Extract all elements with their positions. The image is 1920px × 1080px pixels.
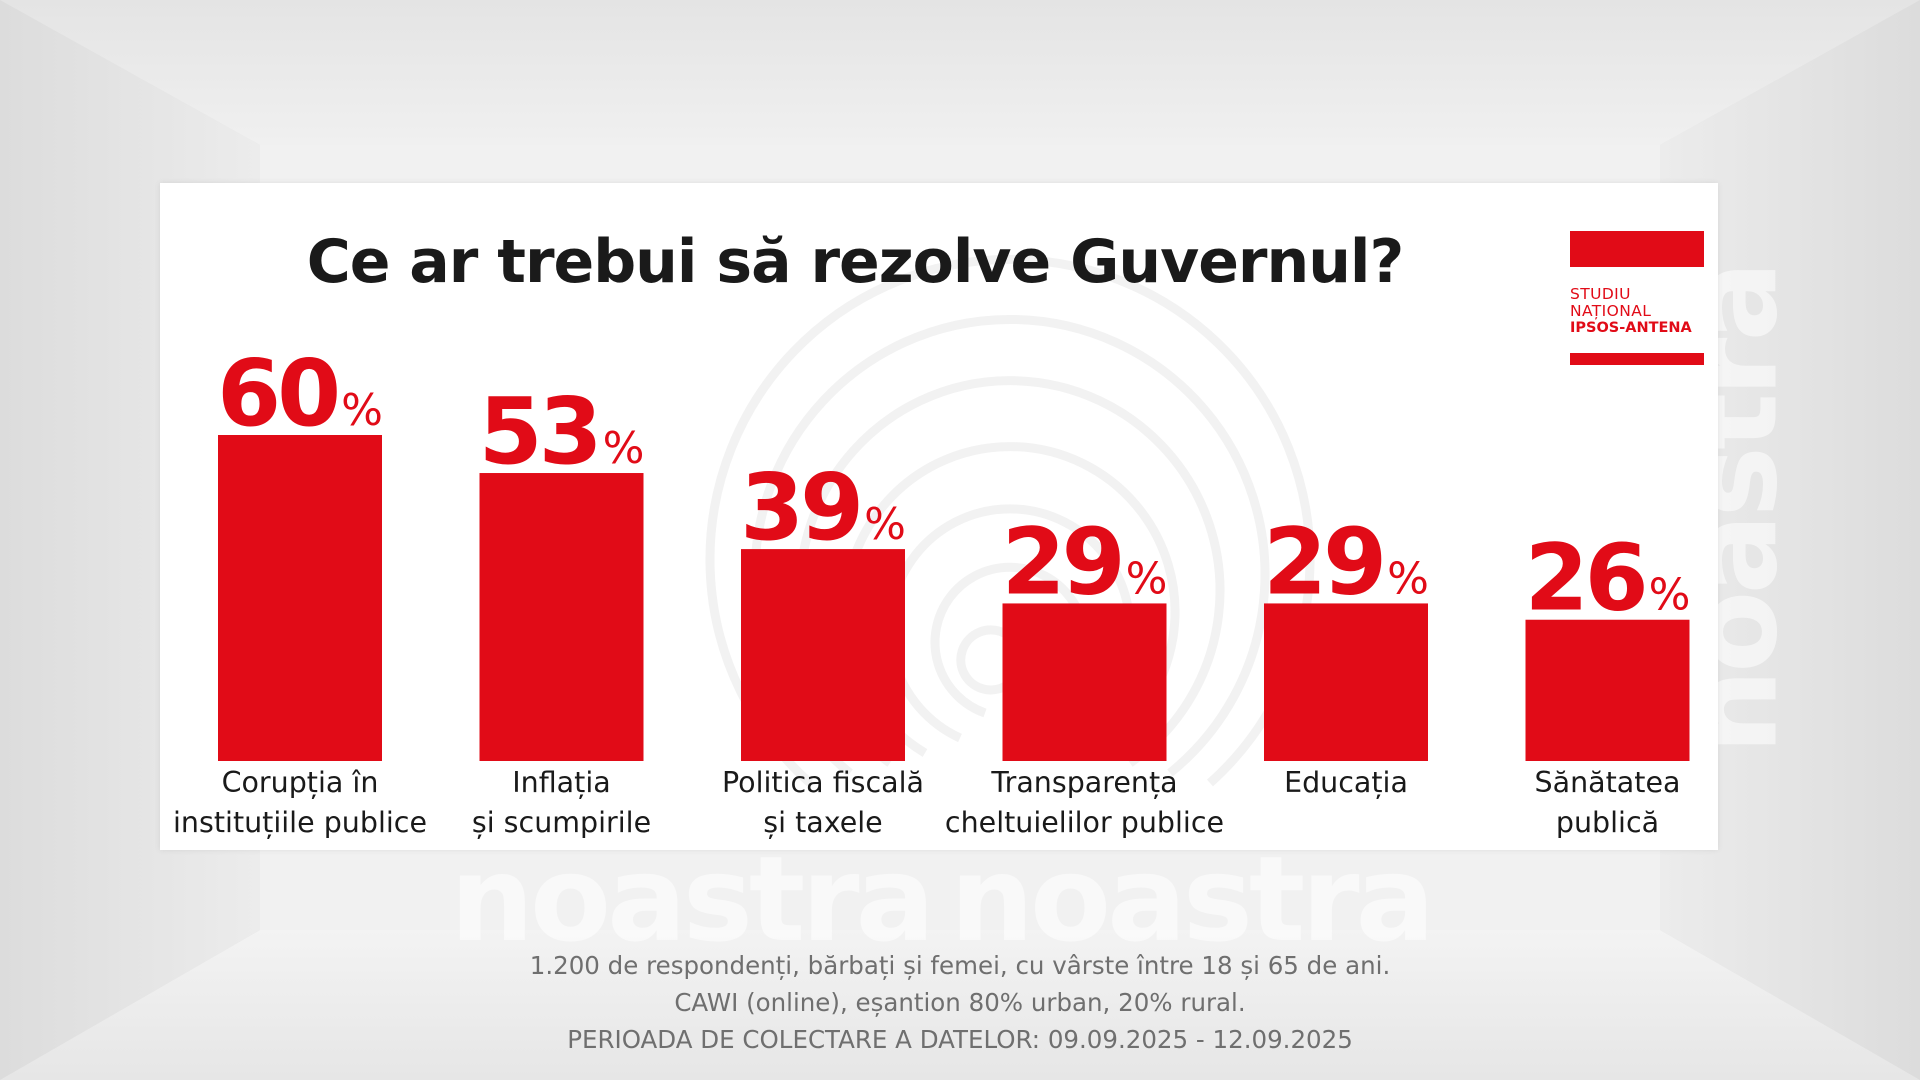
logo-top-bar [1570, 231, 1704, 267]
note-line-2: CAWI (online), eșantion 80% urban, 20% r… [674, 988, 1246, 1017]
logo-line-2: NAȚIONAL [1570, 302, 1652, 320]
logo-line-3: IPSOS-ANTENA [1570, 320, 1692, 336]
note-line-3: PERIOADA DE COLECTARE A DATELOR: 09.09.2… [567, 1025, 1353, 1054]
bar-5 [1525, 619, 1690, 761]
value-number-5: 26 [1525, 525, 1645, 632]
value-number-1: 53 [479, 378, 599, 485]
watermark-bottom-2: noastra [950, 830, 1435, 968]
category-label-3: Transparența cheltuielilor publice [944, 766, 1225, 839]
value-label-4: 29% [1263, 508, 1429, 615]
note-line-1: 1.200 de respondenți, bărbați și femei, … [529, 951, 1391, 980]
bar-4 [1264, 603, 1428, 761]
bar-1 [479, 473, 644, 761]
category-label-1: Inflația și scumpirile [471, 766, 652, 839]
category-label-4: Educația [1284, 766, 1408, 799]
value-label-2: 39% [740, 454, 906, 561]
bar-2 [741, 549, 905, 761]
chart-title: Ce ar trebui să rezolve Guvernul? [306, 227, 1405, 297]
bar-chart: 60% 53%39% 29% 29% 26% [217, 340, 1691, 761]
category-label-2: Politica fiscală și taxele [721, 766, 925, 839]
value-number-3: 29 [1002, 508, 1122, 615]
value-number-4: 29 [1263, 508, 1383, 615]
value-label-5: 26% [1525, 525, 1691, 632]
value-unit-2: % [864, 499, 906, 550]
value-label-3: 29% [1002, 508, 1168, 615]
value-unit-3: % [1126, 553, 1168, 604]
category-label-0: Corupția în instituțiile publice [173, 766, 427, 839]
watermark-bottom: noastra [450, 830, 935, 968]
category-label-5: Sănătatea publică [1534, 766, 1681, 839]
value-unit-0: % [341, 385, 383, 436]
value-label-0: 60% [217, 340, 383, 447]
value-number-0: 60 [217, 340, 337, 447]
value-unit-1: % [603, 423, 645, 474]
source-note: 1.200 de respondenți, bărbați și femei, … [0, 947, 1920, 1058]
logo-bottom-bar [1570, 353, 1704, 365]
value-unit-5: % [1649, 570, 1691, 621]
ipsos-antena-logo: STUDIU NAȚIONAL IPSOS-ANTENA [1570, 231, 1704, 365]
logo-line-1: STUDIU [1570, 285, 1631, 303]
bar-0 [218, 435, 382, 761]
value-label-1: 53% [479, 378, 645, 485]
chart-card: Ce ar trebui să rezolve Guvernul? STUDIU… [160, 183, 1718, 850]
value-number-2: 39 [740, 454, 860, 561]
value-unit-4: % [1387, 553, 1429, 604]
bar-3 [1002, 603, 1167, 761]
